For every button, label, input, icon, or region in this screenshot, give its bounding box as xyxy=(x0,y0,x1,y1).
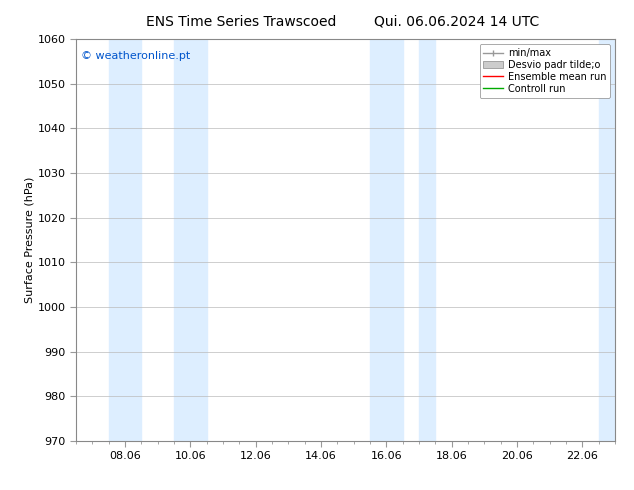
Bar xyxy=(370,39,403,441)
Text: Qui. 06.06.2024 14 UTC: Qui. 06.06.2024 14 UTC xyxy=(374,15,539,29)
Bar xyxy=(419,39,436,441)
Bar xyxy=(598,39,615,441)
Bar xyxy=(109,39,141,441)
Legend: min/max, Desvio padr tilde;o, Ensemble mean run, Controll run: min/max, Desvio padr tilde;o, Ensemble m… xyxy=(479,44,610,98)
Bar xyxy=(174,39,207,441)
Text: ENS Time Series Trawscoed: ENS Time Series Trawscoed xyxy=(146,15,336,29)
Text: © weatheronline.pt: © weatheronline.pt xyxy=(81,51,191,61)
Y-axis label: Surface Pressure (hPa): Surface Pressure (hPa) xyxy=(25,177,35,303)
